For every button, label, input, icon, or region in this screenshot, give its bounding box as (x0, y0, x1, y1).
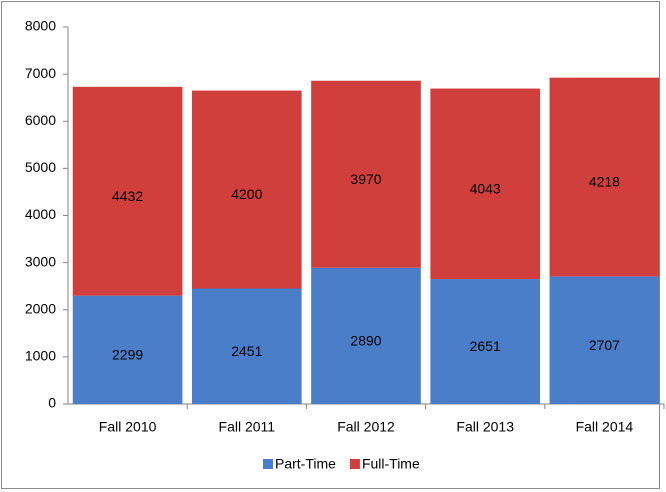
data-label: 4043 (470, 181, 501, 197)
bar-segment (430, 88, 541, 280)
legend-label: Full-Time (362, 456, 420, 472)
y-tick-label: 4000 (25, 206, 56, 222)
y-tick-label: 5000 (25, 159, 56, 175)
y-tick-label: 3000 (25, 253, 56, 269)
y-tick-label: 2000 (25, 300, 56, 316)
x-tick-label: Fall 2014 (576, 419, 634, 435)
x-tick-label: Fall 2010 (99, 419, 157, 435)
legend-label: Part-Time (275, 456, 336, 472)
bar-segment (72, 295, 183, 404)
bar-segment (549, 276, 660, 404)
bar-segment (311, 80, 421, 268)
y-tick-label: 7000 (25, 65, 56, 81)
data-label: 2299 (112, 347, 143, 363)
data-label: 2890 (350, 333, 381, 349)
y-tick-label: 6000 (25, 112, 56, 128)
data-label: 4200 (231, 186, 262, 202)
bar-segment (311, 267, 421, 404)
y-tick-label: 8000 (25, 18, 56, 34)
x-tick-label: Fall 2013 (456, 419, 514, 435)
y-tick-label: 1000 (25, 348, 56, 364)
data-label: 4432 (112, 188, 143, 204)
data-label: 2651 (470, 338, 501, 354)
data-label: 2451 (231, 343, 262, 359)
bar-segment (191, 90, 302, 289)
x-tick-label: Fall 2012 (337, 419, 395, 435)
legend-swatch (263, 459, 273, 469)
y-tick-label: 0 (48, 395, 56, 411)
x-tick-label: Fall 2011 (219, 419, 276, 435)
data-label: 3970 (350, 171, 381, 187)
bar-segment (549, 77, 660, 277)
data-label: 4218 (589, 174, 620, 190)
bar-segment (430, 279, 541, 404)
legend-swatch (349, 459, 360, 469)
bar-segment (191, 288, 302, 404)
data-label: 2707 (589, 337, 620, 353)
bar-segment (72, 86, 183, 296)
